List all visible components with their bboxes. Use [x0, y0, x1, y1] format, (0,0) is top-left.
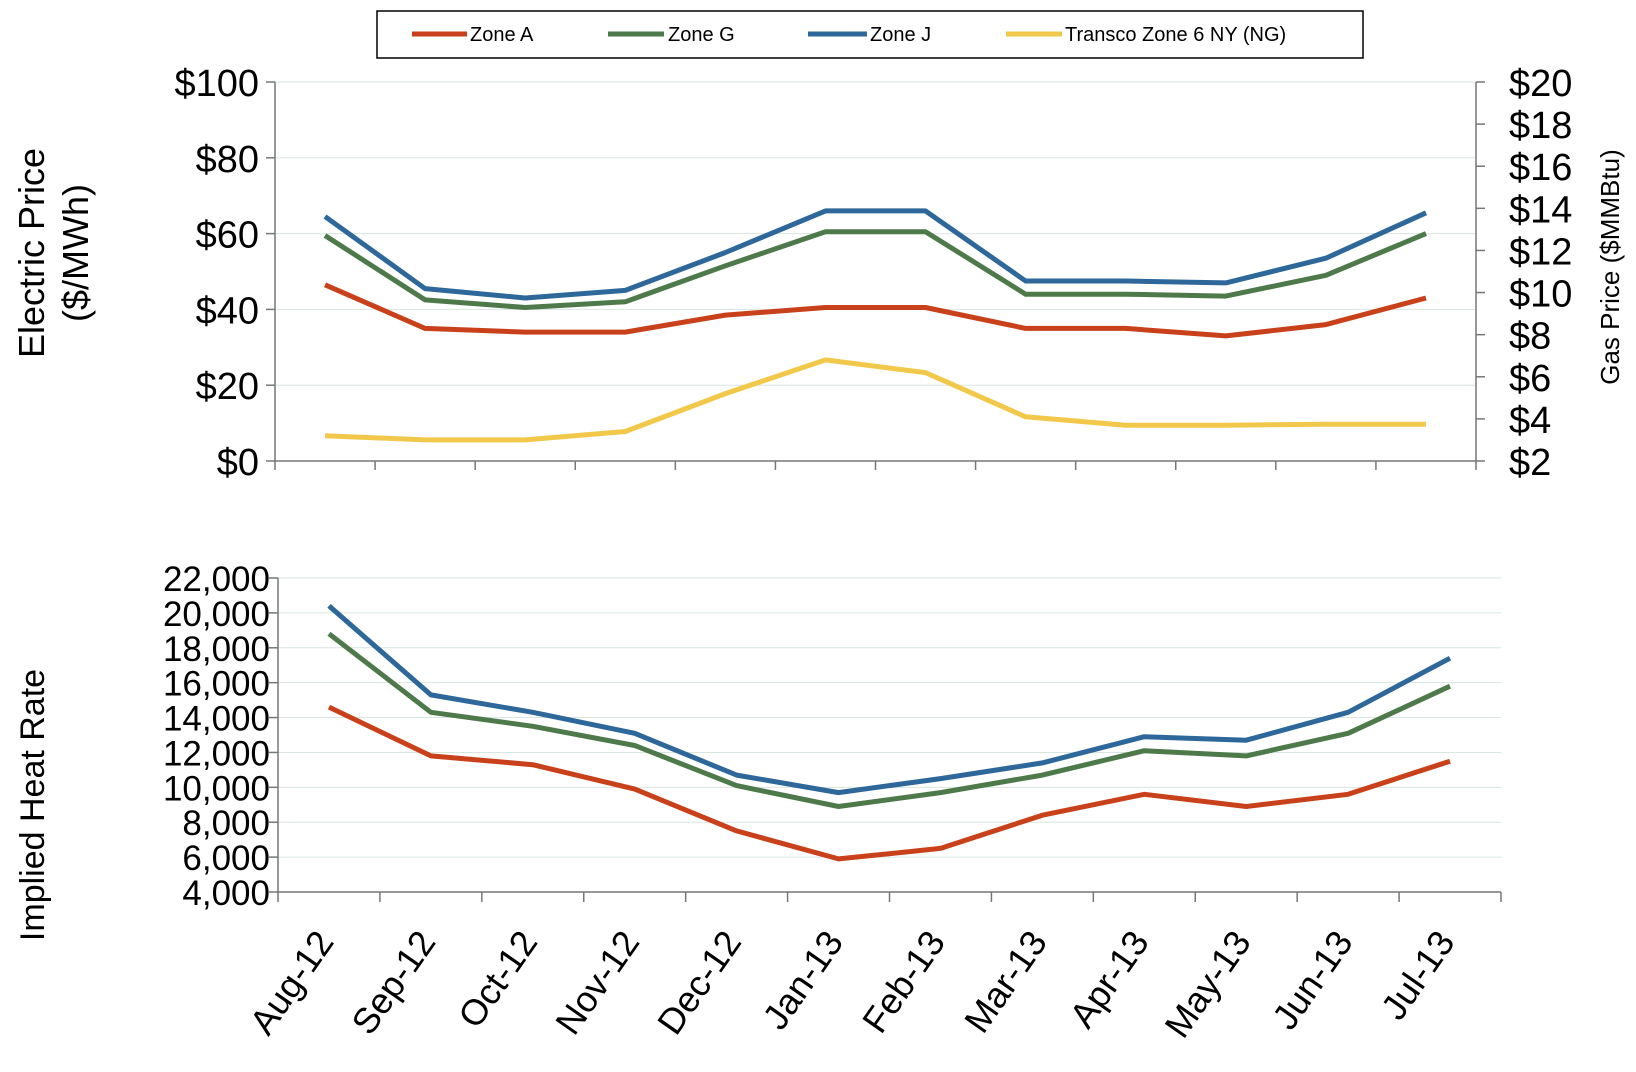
top-y2-tick-label: $20: [1509, 63, 1572, 105]
top-y2-tick-label: $14: [1509, 189, 1572, 231]
top-series-line-zone-a: [324, 282, 1427, 339]
top-axes: [266, 81, 1485, 470]
legend: Zone A Zone G Zone J Transco Zone 6 NY (…: [376, 10, 1364, 59]
bottom-series-line-zone-j: [327, 604, 1452, 796]
x-tick-label: Jun-13: [1264, 923, 1361, 1037]
bottom-series: [327, 604, 1452, 862]
bottom-y-tick-label: 18,000: [163, 630, 270, 669]
top-y-tick-label: $20: [196, 366, 259, 408]
bottom-axes: [269, 577, 1502, 902]
x-tick-label: Jul-13: [1373, 923, 1463, 1027]
bottom-series-line-zone-a: [327, 704, 1451, 862]
bottom-y-tick-label: 20,000: [163, 595, 270, 634]
top-y2-tick-label: $2: [1509, 442, 1551, 484]
legend-item-transco: Transco Zone 6 NY (NG): [1006, 24, 1286, 46]
x-tick-label: Mar-13: [956, 923, 1055, 1040]
top-y2-axis-label: Gas Price ($MMBtu): [1595, 149, 1625, 385]
top-y-axis-label-line2: ($/MWh): [55, 184, 96, 322]
x-tick-label: Apr-13: [1061, 923, 1157, 1035]
legend-item-zone-j: Zone J: [808, 24, 931, 46]
x-tick-label: Sep-12: [343, 923, 443, 1042]
top-y-tick-label: $40: [196, 290, 259, 332]
bottom-y-tick-label: 8,000: [182, 804, 270, 843]
bottom-y-tick-label: 10,000: [163, 769, 270, 808]
x-tick-label: Aug-12: [241, 923, 341, 1042]
legend-label-transco: Transco Zone 6 NY (NG): [1065, 24, 1286, 46]
top-y-tick-label: $80: [196, 139, 259, 181]
top-y2-tick-label: $16: [1509, 147, 1572, 189]
x-tick-label: Feb-13: [854, 923, 953, 1040]
legend-item-zone-a: Zone A: [412, 24, 534, 46]
legend-item-zone-g: Zone G: [608, 24, 735, 46]
top-series: [323, 208, 1428, 443]
top-y-tick-label: $60: [196, 215, 259, 257]
top-series-line-zone-j: [323, 208, 1428, 301]
x-tick-label: Oct-12: [450, 923, 546, 1035]
legend-box: [376, 10, 1364, 59]
bottom-y-axis-label: Implied Heat Rate: [14, 669, 52, 941]
top-y2-tick-label: $6: [1509, 358, 1551, 400]
top-y2-tick-label: $10: [1509, 274, 1572, 316]
bottom-y-tick-label: 4,000: [182, 874, 270, 913]
top-y2-tick-label: $12: [1509, 231, 1572, 273]
top-y2-tick-label: $18: [1509, 105, 1572, 147]
legend-label-zone-a: Zone A: [470, 24, 534, 46]
electric-price-chart: $0$20$40$60$80$100 $2$4$6$8$10$12$14$16$…: [11, 63, 1625, 484]
bottom-series-line-zone-g: [327, 631, 1452, 809]
x-tick-label: Jan-13: [754, 923, 851, 1037]
top-y-axis-label-line1: Electric Price: [11, 148, 52, 358]
legend-label-zone-g: Zone G: [668, 24, 735, 46]
bottom-y-tick-label: 12,000: [163, 734, 270, 773]
x-tick-label: Nov-12: [547, 923, 647, 1042]
top-y-tick-label: $0: [217, 442, 259, 484]
top-y-tick-label: $100: [174, 63, 259, 105]
bottom-y-tick-label: 14,000: [163, 700, 270, 739]
legend-label-zone-j: Zone J: [870, 24, 931, 46]
bottom-y-tick-label: 6,000: [182, 839, 270, 878]
top-y-tick-labels: $0 $20 $40 $60 $80 $100: [174, 63, 259, 484]
top-series-line-zone-g: [323, 229, 1427, 310]
x-tick-label: May-13: [1156, 923, 1258, 1045]
top-series-line-transco-zone-6-ny-ng: [324, 357, 1426, 443]
bottom-y-tick-label: 22,000: [163, 560, 270, 599]
top-y2-tick-label: $8: [1509, 316, 1551, 358]
bottom-x-tick-labels: Aug-12 Sep-12 Oct-12 Nov-12 Dec-12 Jan-13 Feb-…: [241, 923, 1462, 1045]
heat-rate-chart: 4,0006,0008,00010,00012,00014,00016,0001…: [14, 560, 1502, 1045]
bottom-y-tick-labels: 4,0006,0008,00010,00012,00014,00016,0001…: [163, 560, 270, 913]
x-tick-label: Dec-12: [649, 923, 749, 1042]
bottom-y-tick-label: 16,000: [163, 665, 270, 704]
top-y2-tick-labels: $2$4$6$8$10$12$14$16$18$20: [1509, 63, 1572, 484]
top-y2-tick-label: $4: [1509, 400, 1551, 442]
